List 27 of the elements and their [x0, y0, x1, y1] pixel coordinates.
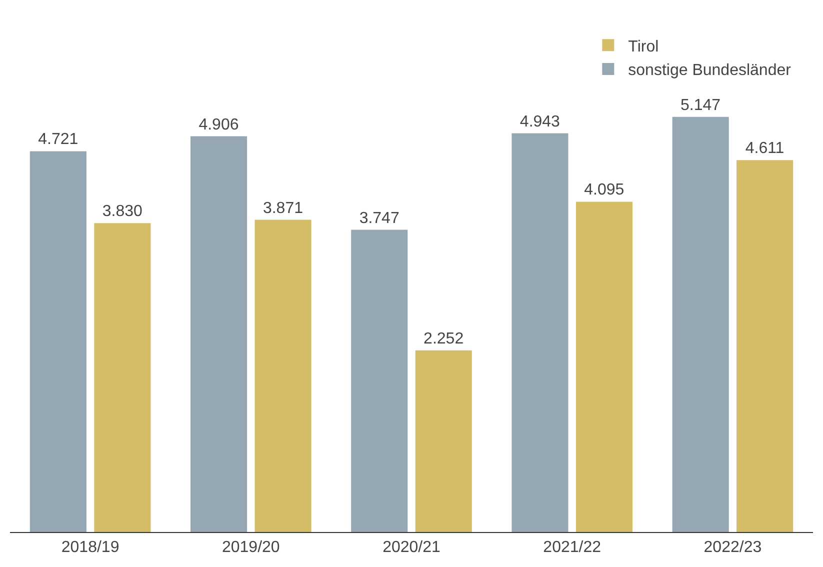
x-tick-label: 2020/21: [382, 539, 441, 556]
legend-label: Tirol: [628, 38, 659, 56]
x-tick-label: 2018/19: [61, 539, 120, 556]
data-label: 3.871: [262, 200, 304, 217]
bar: [351, 230, 408, 532]
data-label: 4.943: [520, 113, 560, 130]
x-tick-label: 2022/23: [704, 539, 762, 556]
legend-label: sonstige Bundesländer: [628, 62, 792, 80]
bar: [94, 223, 151, 532]
data-label: 4.906: [198, 116, 239, 134]
bar: [30, 151, 86, 532]
data-label: 4.721: [38, 131, 78, 148]
x-tick-label: 2021/22: [543, 539, 602, 556]
x-tick-label: 2019/20: [222, 539, 280, 556]
bar: [415, 350, 472, 532]
bar: [576, 202, 632, 532]
data-label: 5.147: [680, 96, 721, 114]
data-label: 4.095: [584, 182, 624, 199]
data-label: 2.252: [424, 330, 464, 348]
bar: [190, 136, 248, 532]
data-label: 3.747: [359, 210, 400, 227]
bar: [736, 160, 794, 532]
data-label: 4.611: [745, 140, 784, 158]
bar: [512, 133, 568, 532]
bar: [672, 116, 729, 532]
data-label: 3.830: [102, 203, 142, 220]
bar: [254, 220, 312, 532]
